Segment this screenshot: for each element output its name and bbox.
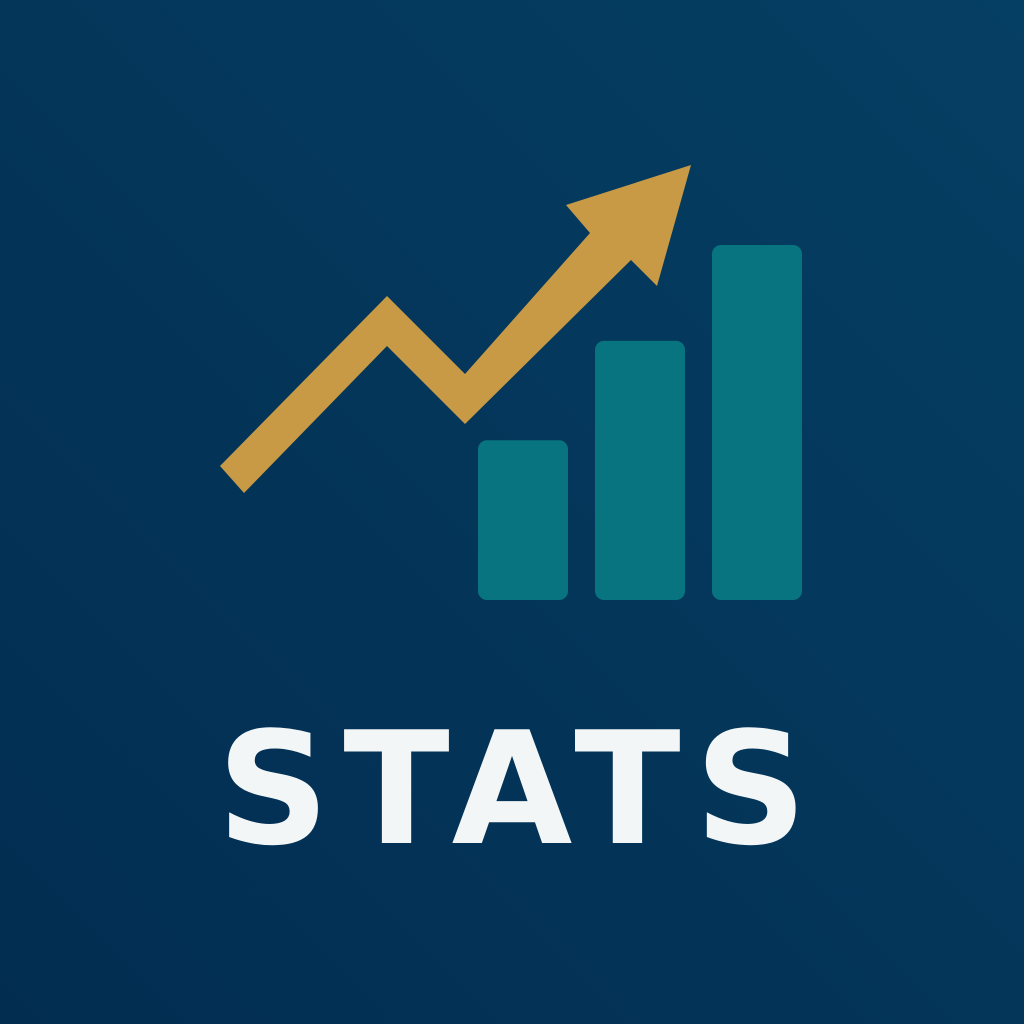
chart-bar-1 [478,440,568,600]
bar-chart-icon [478,245,802,600]
trend-up-arrow-icon [220,165,691,493]
wordmark: STATS [216,698,822,880]
chart-bar-2 [595,340,685,600]
chart-bar-3 [712,245,802,600]
